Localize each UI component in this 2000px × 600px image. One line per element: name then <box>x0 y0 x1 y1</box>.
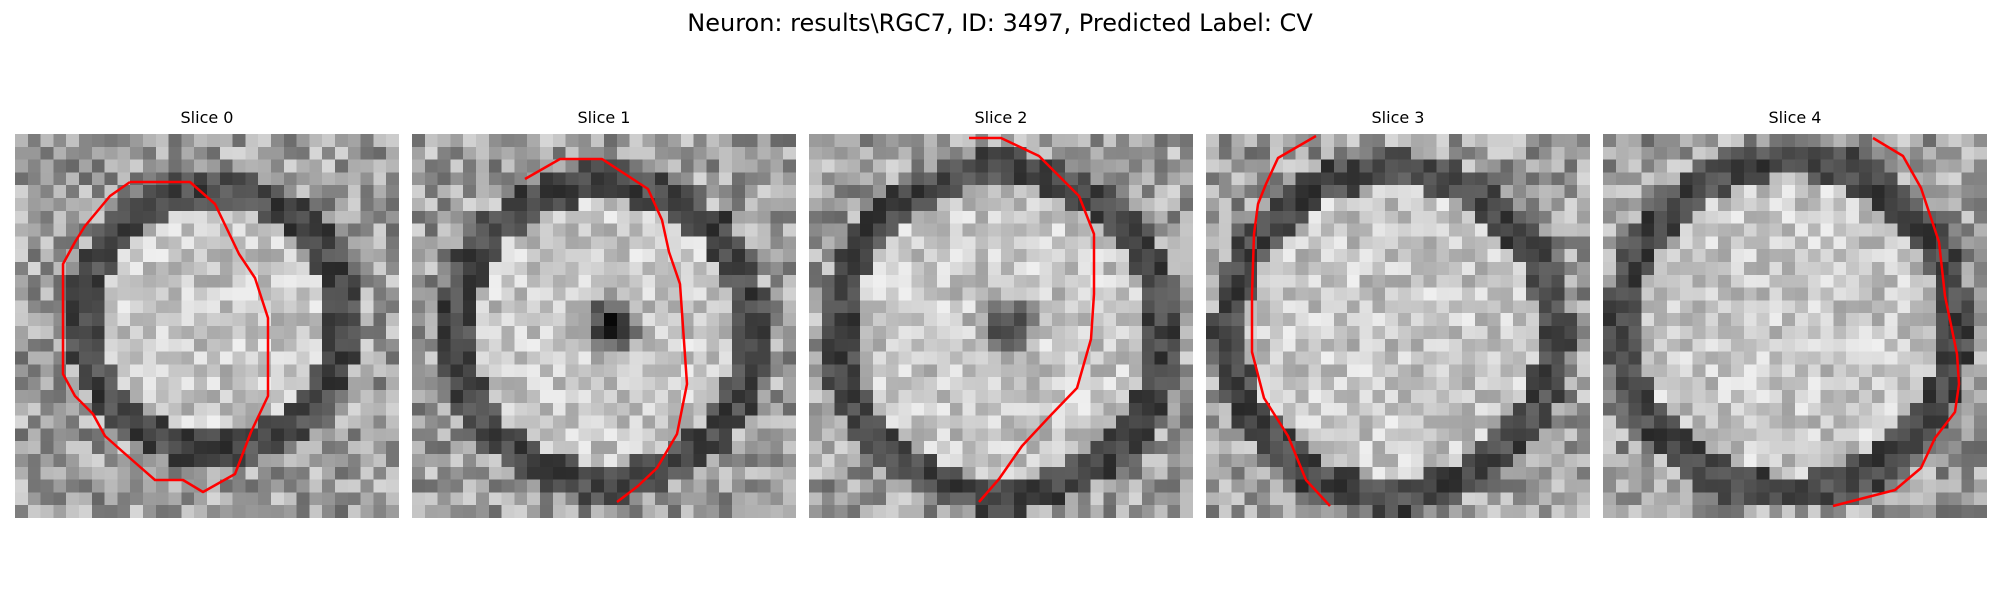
slice-image-2 <box>809 134 1193 518</box>
slice-title-4: Slice 4 <box>1768 108 1822 127</box>
figure-title: Neuron: results\RGC7, ID: 3497, Predicte… <box>687 9 1313 37</box>
slice-outline-0 <box>61 180 270 494</box>
slice-outline-1 <box>524 157 689 503</box>
slice-image-1 <box>412 134 796 518</box>
slice-raster-1 <box>412 134 796 518</box>
slice-title-3: Slice 3 <box>1371 108 1425 127</box>
slice-outline-2 <box>969 136 1096 503</box>
segmentation-contour <box>969 136 1096 503</box>
slice-outline-4 <box>1832 136 1961 508</box>
slice-panel-3: Slice 3 <box>1206 108 1590 518</box>
slice-title-2: Slice 2 <box>974 108 1028 127</box>
segmentation-contour <box>1832 136 1961 508</box>
slice-image-4 <box>1603 134 1987 518</box>
segmentation-contour <box>61 180 270 494</box>
slice-outline-3 <box>1250 134 1331 507</box>
slice-raster-3 <box>1206 134 1590 518</box>
slice-panel-2: Slice 2 <box>809 108 1193 518</box>
slice-panel-1: Slice 1 <box>412 108 796 518</box>
segmentation-contour <box>524 157 689 503</box>
segmentation-contour <box>1250 134 1331 507</box>
slice-raster-2 <box>809 134 1193 518</box>
slice-title-0: Slice 0 <box>180 108 234 127</box>
slice-image-3 <box>1206 134 1590 518</box>
slice-raster-4 <box>1603 134 1987 518</box>
slice-panel-4: Slice 4 <box>1603 108 1987 518</box>
slice-image-0 <box>15 134 399 518</box>
slice-panel-0: Slice 0 <box>15 108 399 518</box>
slice-title-1: Slice 1 <box>577 108 631 127</box>
